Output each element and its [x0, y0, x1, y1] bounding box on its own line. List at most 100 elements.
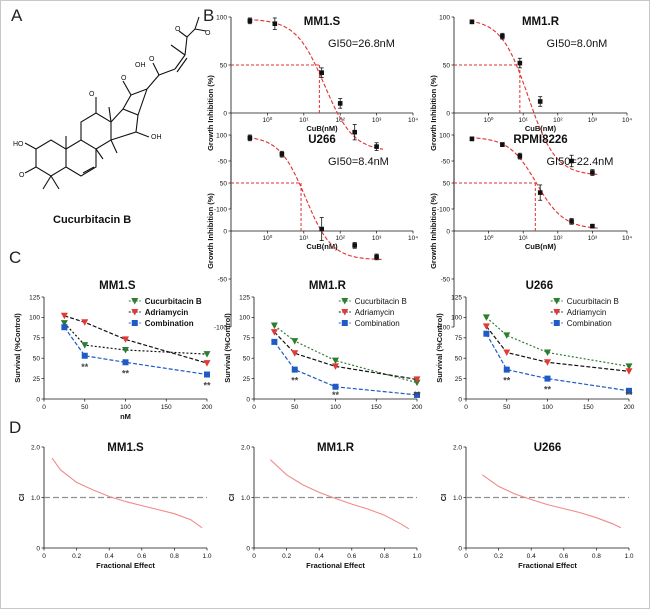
marker-c-u266-1-3	[625, 368, 633, 375]
y-tick-label-b-mm1r-1: 50	[443, 62, 451, 69]
x-tick-label-b-mm1r-4: 10⁴	[622, 117, 632, 124]
gi50-annotation-b-mm1s: GI50=26.8nM	[328, 38, 395, 50]
y-axis-label-c-mm1r: Survival (%Control)	[223, 313, 232, 383]
chart-b-rpmi8226: 10⁰ 10¹ 10² 10³ 10⁴ 100 50 0 -50 -100 CuB(nM) Growt…	[429, 132, 632, 331]
fit-curve-b-mm1r	[470, 20, 599, 176]
y-tick-label-b-u266-3: -50	[218, 276, 228, 283]
panel-letter-a: A	[11, 6, 23, 25]
x-tick-label-d-u266-3: 0.6	[559, 553, 568, 560]
y-tick-label-c-u266-0: 0	[458, 396, 462, 403]
y-tick-label-c-mm1s-1: 25	[33, 376, 41, 383]
panel-letter-c: C	[9, 248, 21, 267]
x-tick-label-c-mm1r-3: 150	[371, 404, 382, 411]
y-tick-label-c-u266-2: 50	[455, 356, 463, 363]
y-tick-label-b-mm1s-3: -50	[218, 158, 228, 165]
marker-c-mm1s-1-3	[203, 360, 211, 367]
data-point-b-rpmi8226-1	[500, 142, 505, 147]
y-tick-label-c-u266-5: 125	[451, 294, 462, 301]
data-point-b-rpmi8226-2	[517, 153, 523, 159]
chart-c-u266: 0 50 100 150 200 0 25 50 75 100 125 Survival (%Cont…	[435, 280, 635, 411]
series-line-c-mm1s-1	[64, 315, 208, 364]
y-tick-label-d-mm1s-0: 0	[36, 545, 40, 552]
y-tick-label-c-mm1s-3: 75	[33, 335, 41, 342]
x-tick-label-d-u266-1: 0.2	[494, 553, 503, 560]
x-tick-label-b-mm1r-3: 10³	[588, 117, 598, 124]
x-axis-label-b-rpmi8226: CuB(nM)	[525, 242, 557, 251]
y-tick-label-d-u266-2: 2.0	[453, 444, 462, 451]
legend-marker-c-u266-2	[553, 320, 560, 326]
chart-c-mm1s: 0 50 100 150 200 0 25 50 75 100 125 nM Survival (%Co…	[13, 280, 213, 421]
x-tick-label-d-mm1s-0: 0	[42, 553, 46, 560]
y-tick-label-d-mm1r-0: 0	[246, 545, 250, 552]
y-axis-label-c-mm1s: Survival (%Control)	[13, 313, 22, 383]
data-point-b-rpmi8226-3	[537, 190, 543, 195]
ci-curve-d-u266	[481, 474, 622, 529]
legend-label-c-u266-1: Adriamycin	[567, 308, 607, 317]
x-axis-label-c-mm1s: nM	[120, 412, 131, 421]
y-tick-label-c-mm1r-0: 0	[246, 396, 250, 403]
data-point-b-mm1s-0	[247, 18, 253, 24]
legend-label-c-mm1s-0: Cucurbitacin B	[145, 297, 202, 306]
y-axis-label-b-mm1s: Growth Inhibition (%)	[206, 75, 215, 151]
y-tick-label-b-rpmi8226-0: 100	[439, 132, 450, 139]
data-point-b-mm1s-2	[319, 70, 324, 75]
y-tick-label-b-rpmi8226-1: 50	[443, 180, 451, 187]
x-tick-label-b-mm1s-2: 10²	[335, 117, 345, 124]
gi50-annotation-b-mm1r: GI50=8.0nM	[547, 38, 608, 50]
y-tick-label-b-mm1s-0: 100	[216, 14, 227, 21]
y-tick-label-b-u266-4: -100	[214, 324, 227, 331]
x-tick-label-b-rpmi8226-0: 10⁰	[484, 234, 494, 242]
x-tick-label-c-mm1s-2: 100	[120, 404, 131, 411]
x-tick-label-c-u266-0: 0	[464, 404, 468, 411]
marker-c-u266-1-2	[544, 359, 551, 366]
x-tick-label-b-rpmi8226-4: 10⁴	[622, 235, 632, 242]
atom-o-ring-c: O	[89, 91, 95, 98]
marker-c-mm1r-2-0	[271, 338, 278, 345]
chart-title-c-mm1r: MM1.R	[309, 280, 347, 292]
x-tick-label-b-mm1r-0: 10⁰	[484, 116, 494, 124]
chart-title-c-u266: U266	[526, 280, 554, 292]
data-point-b-rpmi8226-5	[590, 223, 595, 229]
legend-label-c-mm1r-0: Cucurbitacin B	[355, 297, 407, 306]
y-tick-label-c-u266-1: 25	[455, 376, 463, 383]
x-tick-label-d-mm1r-5: 1.0	[412, 553, 421, 560]
legend-marker-c-mm1r-1	[341, 309, 349, 316]
series-line-c-mm1r-0	[274, 325, 418, 384]
y-tick-label-b-mm1r-0: 100	[439, 14, 450, 21]
y-axis-label-d-mm1r: CI	[227, 494, 236, 502]
x-tick-label-b-mm1r-2: 10²	[553, 117, 563, 124]
y-tick-label-c-mm1r-2: 50	[243, 356, 251, 363]
marker-c-u266-2-1	[503, 366, 510, 373]
x-tick-label-b-u266-2: 10²	[335, 235, 345, 242]
marker-c-u266-2-2	[544, 375, 551, 382]
marker-c-mm1r-2-2	[332, 383, 339, 390]
atom-o-acetyl: O	[205, 30, 211, 37]
chart-title-b-mm1s: MM1.S	[304, 16, 341, 28]
data-point-b-u266-2	[319, 226, 324, 232]
legend-marker-c-u266-1	[553, 309, 561, 316]
chart-d-u266: 0 0.2 0.4 0.6 0.8 1.0 0 1.0 2.0 Fractional Effect…	[439, 442, 634, 570]
y-tick-label-b-u266-1: 50	[220, 180, 228, 187]
legend-marker-c-mm1s-2	[131, 320, 138, 326]
series-line-c-mm1r-2	[273, 341, 418, 396]
marker-c-mm1s-0-2	[122, 347, 129, 354]
marker-c-mm1r-1-0	[270, 329, 278, 336]
x-tick-label-c-mm1s-0: 0	[42, 404, 46, 411]
gi50-annotation-b-u266: GI50=8.4nM	[328, 156, 389, 168]
significance-c-mm1s-0: **	[81, 362, 89, 372]
marker-c-u266-0-0	[482, 314, 490, 321]
significance-c-mm1r-2: **	[413, 390, 421, 400]
marker-c-u266-2-0	[483, 330, 490, 337]
data-point-b-rpmi8226-0	[469, 136, 475, 142]
y-tick-label-c-mm1r-5: 125	[239, 294, 250, 301]
y-tick-label-d-mm1r-2: 2.0	[241, 444, 250, 451]
marker-c-u266-0-3	[625, 363, 633, 370]
x-axis-label-b-u266: CuB(nM)	[306, 242, 338, 251]
x-tick-label-b-u266-0: 10⁰	[262, 234, 272, 242]
y-tick-label-d-u266-1: 1.0	[453, 495, 462, 502]
x-tick-label-c-u266-3: 150	[583, 404, 594, 411]
significance-c-u266-0: **	[503, 376, 511, 386]
fit-curve-b-u266	[248, 136, 384, 261]
significance-c-mm1s-2: **	[203, 381, 211, 391]
y-tick-label-b-rpmi8226-2: 0	[446, 228, 450, 235]
